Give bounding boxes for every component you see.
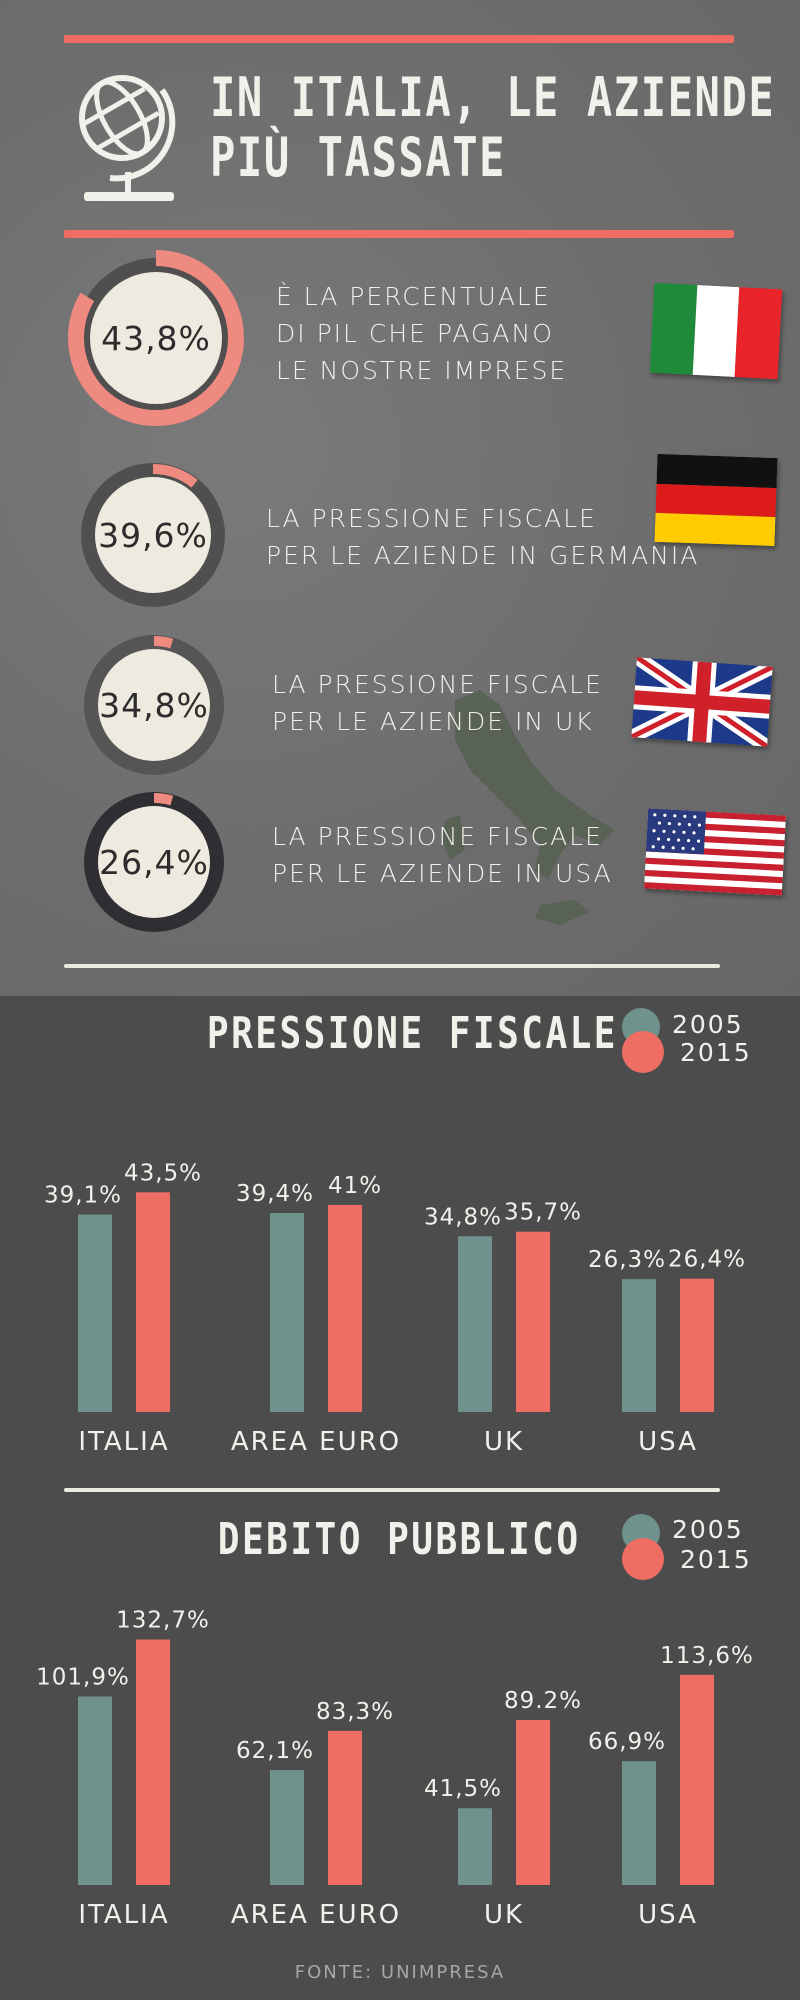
bar-2005-usa [622,1279,656,1412]
data-label: 66,9% [588,1729,666,1755]
chart1-svg: 39,1%43,5% ITALIA 39,4% 41% AREA EURO 34,8% 35… [44,1160,746,1457]
chart-debito-pubblico: 101,9% 132,7% ITALIA 62,1% 83,3% AREA EURO 41,… [0,1600,800,1940]
chart2-title: DEBITO PUBBLICO [217,1514,581,1565]
data-label: 89.2% [504,1688,582,1714]
bar-2005-italia [78,1696,112,1885]
title-rule-top [64,35,734,43]
ring-graphic [68,250,244,426]
legend-2005-label: 2005 [672,1010,744,1039]
category-label: UK [484,1900,524,1930]
page-title: IN ITALIA, LE AZIENDE PIÙ TASSATE [210,66,776,189]
bar-2005-italia [78,1214,112,1412]
data-label: 39,4% [236,1181,314,1207]
legend-2005-label-2: 2005 [672,1515,744,1544]
italy-map-shape [442,690,615,925]
legend-2015-label-2: 2015 [680,1545,752,1574]
stat-value: 43,8% [101,318,211,358]
chart-pressione-fiscale: 39,1% 43,5% ITALIA 39,4% 41% AREA EURO 34,8% 35… [0,1130,800,1470]
data-label: 132,7% [116,1608,210,1634]
chart1-title: PRESSIONE FISCALE [206,1008,619,1059]
uk-flag-icon [628,651,776,753]
category-label: ITALIA [78,1427,169,1457]
bar-2005-area-euro [270,1213,304,1412]
ring-graphic [84,792,224,932]
data-label: 83,3% [316,1699,394,1725]
bar-2015-usa [680,1278,714,1412]
stat-text-uk: LA PRESSIONE FISCALE PER LE AZIENDE IN UK [272,670,603,736]
stat-ring-italy: 43,8% [68,250,244,426]
germany-flag-icon [654,453,778,547]
data-label: 62,1% [236,1738,314,1764]
chart2-svg: 101,9% 132,7% ITALIA 62,1%83,3% AREA EURO 41,… [36,1608,754,1930]
data-label: 43,5% [124,1160,202,1186]
section-divider-top [64,964,720,968]
bar-2015-area-euro [328,1204,362,1412]
bar-2015-italia [136,1192,170,1412]
stat-value: 34,8% [99,685,209,725]
legend-2015-swatch-2 [622,1538,664,1580]
bar-2015-usa [680,1674,714,1885]
section-divider-middle [64,1488,720,1492]
category-label: AREA EURO [231,1427,401,1457]
legend-2015-swatch [622,1031,664,1073]
data-label: 101,9% [36,1664,130,1690]
legend-2015-label: 2015 [680,1038,752,1067]
category-label: USA [638,1427,698,1457]
charts-section [0,996,800,2000]
data-label: 41,5% [424,1776,502,1802]
bar-2015-italia [136,1639,170,1885]
data-label: 34,8% [424,1204,502,1230]
stat-text-italy: È LA PERCENTUALE DI PIL CHE PAGANO LE NOST… [276,282,568,385]
stat-text-germany: LA PRESSIONE FISCALE PER LE AZIENDE IN GE… [266,504,700,570]
stat-ring-usa: 26,4% [82,790,226,934]
title-rule-bottom [64,230,734,238]
bar-2015-uk [516,1231,550,1412]
stat-text-usa: LA PRESSIONE FISCALE PER LE AZIENDE IN US… [272,822,613,888]
data-label: 39,1% [44,1183,122,1209]
data-label: 26,3% [588,1247,666,1273]
bar-2005-uk [458,1808,492,1885]
usa-flag-icon [644,808,786,896]
category-label: ITALIA [78,1900,169,1930]
category-label: UK [484,1427,524,1457]
stat-value: 39,6% [98,515,208,555]
stat-ring-germany: 39,6% [78,460,228,610]
globe-icon [70,60,180,210]
category-label: AREA EURO [231,1900,401,1930]
data-label: 41% [328,1173,382,1199]
bar-2015-area-euro [328,1730,362,1885]
source-note: FONTE: UNIMPRESA [294,1962,506,1983]
category-label: USA [638,1900,698,1930]
stat-ring-uk: 34,8% [82,633,226,777]
data-label: 113,6% [660,1643,754,1669]
data-label: 35,7% [504,1200,582,1226]
bar-2005-usa [622,1761,656,1885]
bar-2005-area-euro [270,1770,304,1885]
italy-flag-icon [649,282,783,380]
bar-2005-uk [458,1236,492,1412]
ring-graphic [81,463,225,607]
data-label: 26,4% [668,1247,746,1273]
bar-2015-uk [516,1719,550,1885]
ring-graphic [84,635,224,775]
stat-value: 26,4% [99,842,209,882]
